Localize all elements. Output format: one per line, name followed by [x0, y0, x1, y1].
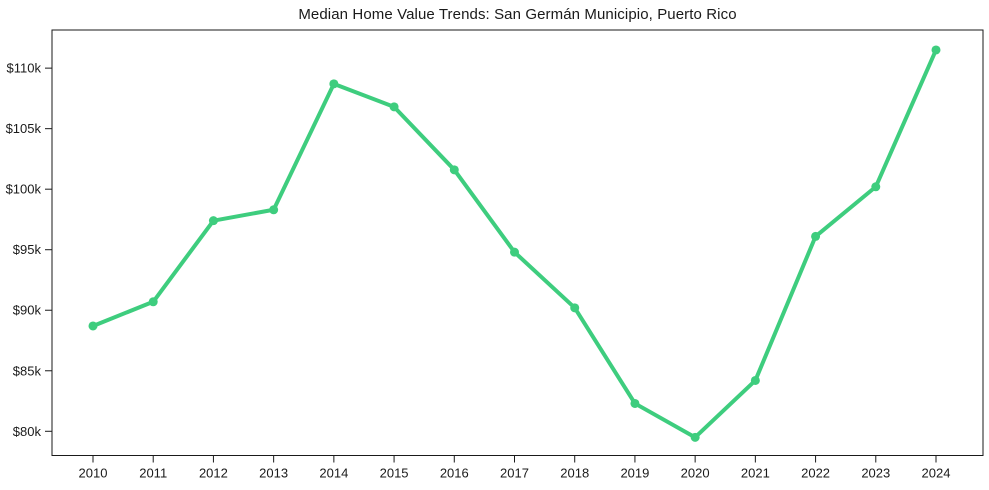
data-point-2017 — [510, 247, 519, 257]
x-tick-label: 2018 — [560, 466, 589, 481]
data-point-2020 — [690, 432, 700, 442]
data-point-2013 — [269, 205, 279, 215]
y-tick-label: $85k — [13, 363, 42, 378]
data-point-2015 — [389, 102, 399, 112]
x-tick-label: 2013 — [259, 466, 288, 481]
x-tick-label: 2021 — [741, 466, 770, 481]
data-point-2014 — [329, 79, 339, 89]
data-point-2022 — [811, 231, 821, 241]
chart-title: Median Home Value Trends: San Germán Mun… — [298, 6, 737, 23]
data-point-2010 — [88, 321, 98, 331]
y-tick-label: $100k — [6, 182, 42, 197]
x-tick-label: 2023 — [861, 466, 890, 481]
x-tick-label: 2020 — [681, 466, 710, 481]
data-point-2018 — [570, 303, 580, 313]
y-tick-label: $105k — [6, 121, 42, 136]
y-tick-label: $90k — [13, 303, 42, 318]
x-tick-label: 2024 — [922, 466, 951, 481]
plot-border — [51, 29, 984, 456]
data-point-2021 — [750, 375, 760, 385]
x-tick-label: 2012 — [199, 466, 228, 481]
x-tick-label: 2010 — [79, 466, 108, 481]
x-tick-label: 2016 — [440, 466, 469, 481]
x-tick-label: 2014 — [319, 466, 348, 481]
data-point-2016 — [449, 165, 459, 175]
data-point-2023 — [871, 182, 881, 192]
x-tick-label: 2011 — [139, 466, 167, 481]
y-tick-label: $95k — [13, 242, 42, 257]
x-tick-label: 2019 — [620, 466, 649, 481]
y-tick-label: $80k — [13, 424, 42, 439]
y-tick-label: $110k — [7, 61, 42, 76]
data-point-2011 — [148, 297, 158, 307]
x-tick-label: 2015 — [380, 466, 409, 481]
x-tick-label: 2017 — [500, 466, 529, 481]
data-point-2012 — [208, 216, 218, 226]
data-point-2019 — [630, 398, 640, 408]
x-tick-label: 2022 — [801, 466, 830, 481]
data-point-2024 — [931, 45, 941, 55]
trend-line — [91, 47, 938, 440]
